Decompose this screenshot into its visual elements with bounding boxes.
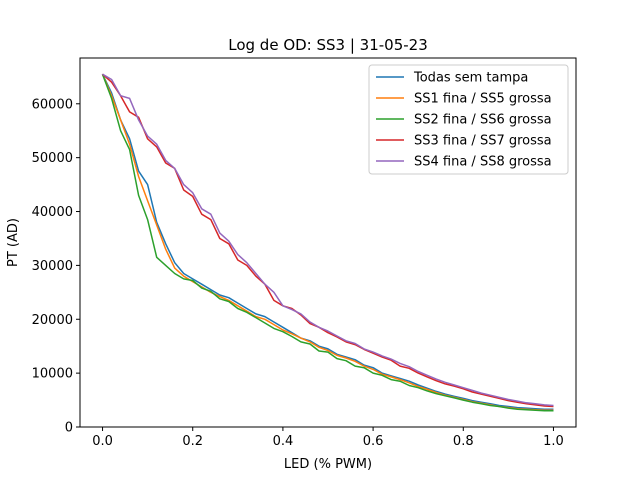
series-layer (101, 73, 554, 412)
x-tick-label: 1.0 (543, 434, 564, 449)
x-tick-label: 0.8 (453, 434, 474, 449)
series-line-4 (102, 73, 554, 408)
x-tick-label: 0.2 (182, 434, 203, 449)
series-line-5 (102, 73, 554, 407)
y-tick-label: 20000 (32, 313, 73, 328)
legend-box (368, 64, 569, 175)
series-line-1 (101, 73, 554, 410)
plot-frame (79, 57, 577, 428)
y-axis-ticks: 0 10000 20000 30000 40000 50000 60000 (32, 97, 80, 436)
y-axis-label: PT (AD) (6, 218, 21, 267)
y-tick-label: 0 (65, 421, 73, 436)
y-tick-label: 50000 (32, 151, 73, 166)
x-tick-label: 0.6 (363, 434, 384, 449)
chart-title: Log de OD: SS3 | 31-05-23 (228, 36, 428, 54)
legend-label-5: SS4 fina / SS8 grossa (414, 155, 552, 170)
series-line-3 (101, 73, 554, 412)
legend-label-1: Todas sem tampa (413, 71, 528, 86)
y-tick-label: 10000 (32, 367, 73, 382)
y-tick-label: 30000 (32, 259, 73, 274)
x-tick-label: 0.0 (92, 434, 113, 449)
y-tick-label: 60000 (32, 97, 73, 112)
x-axis-label: LED (% PWM) (284, 457, 372, 472)
legend: Todas sem tampa SS1 fina / SS5 grossa SS2 … (368, 64, 569, 175)
x-tick-label: 0.4 (273, 434, 294, 449)
y-tick-label: 40000 (32, 205, 73, 220)
legend-label-4: SS3 fina / SS7 grossa (414, 134, 552, 149)
legend-label-3: SS2 fina / SS6 grossa (414, 113, 552, 128)
legend-label-2: SS1 fina / SS5 grossa (414, 92, 552, 107)
x-axis-ticks: 0.0 0.2 0.4 0.6 0.8 1.0 (92, 427, 564, 449)
